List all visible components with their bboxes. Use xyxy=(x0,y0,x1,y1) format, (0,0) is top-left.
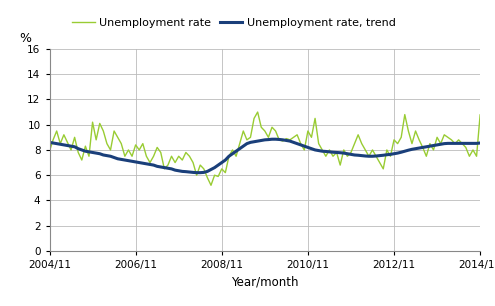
Unemployment rate xyxy=(219,167,225,171)
Unemployment rate, trend xyxy=(269,137,275,141)
Unemployment rate, trend xyxy=(341,151,346,155)
Unemployment rate, trend xyxy=(47,140,52,144)
Unemployment rate xyxy=(416,138,422,142)
Unemployment rate xyxy=(341,148,346,152)
X-axis label: Year/month: Year/month xyxy=(231,275,298,289)
Unemployment rate, trend xyxy=(194,171,199,174)
Line: Unemployment rate, trend: Unemployment rate, trend xyxy=(50,139,495,173)
Unemployment rate, trend xyxy=(416,146,422,150)
Unemployment rate xyxy=(47,149,52,153)
Unemployment rate, trend xyxy=(466,142,472,145)
Unemployment rate xyxy=(466,155,472,158)
Unemployment rate xyxy=(254,110,260,114)
Legend: Unemployment rate, Unemployment rate, trend: Unemployment rate, Unemployment rate, tr… xyxy=(72,18,396,28)
Unemployment rate, trend xyxy=(219,161,225,164)
Unemployment rate xyxy=(459,142,465,145)
Unemployment rate xyxy=(208,183,214,187)
Text: %: % xyxy=(19,32,31,45)
Line: Unemployment rate: Unemployment rate xyxy=(50,112,495,185)
Unemployment rate, trend xyxy=(187,170,193,174)
Unemployment rate, trend xyxy=(459,142,465,145)
Unemployment rate xyxy=(187,155,193,158)
